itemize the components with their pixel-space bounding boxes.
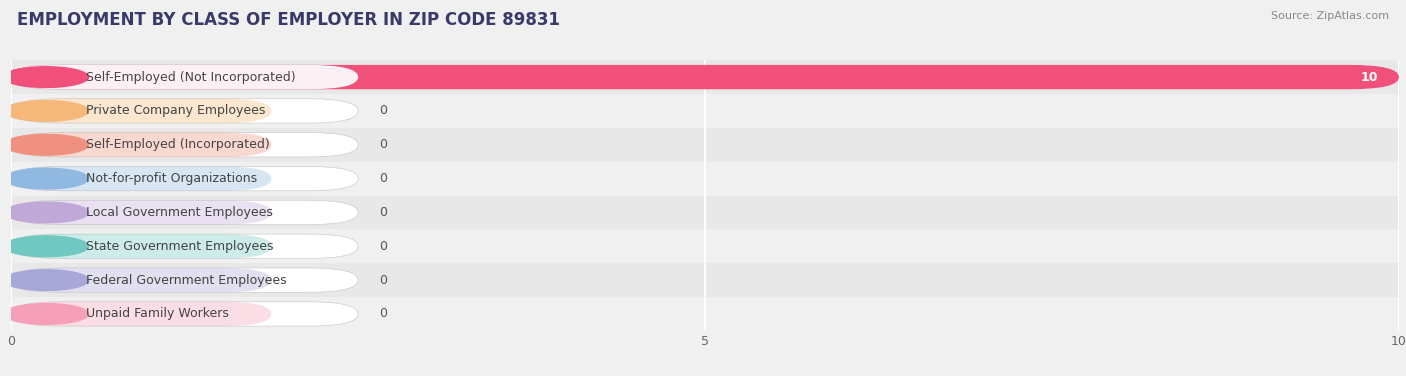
FancyBboxPatch shape: [11, 234, 359, 258]
Text: 0: 0: [380, 240, 387, 253]
Circle shape: [4, 270, 89, 291]
Text: Local Government Employees: Local Government Employees: [86, 206, 273, 219]
FancyBboxPatch shape: [11, 302, 271, 326]
Bar: [11, 229, 1399, 263]
Text: 0: 0: [380, 105, 387, 117]
Bar: [11, 94, 1399, 128]
Circle shape: [4, 100, 89, 121]
FancyBboxPatch shape: [11, 268, 359, 292]
Text: State Government Employees: State Government Employees: [86, 240, 274, 253]
FancyBboxPatch shape: [11, 234, 271, 258]
Text: 0: 0: [380, 172, 387, 185]
FancyBboxPatch shape: [11, 167, 359, 191]
Circle shape: [4, 168, 89, 189]
Bar: [11, 263, 1399, 297]
Text: 10: 10: [1361, 71, 1378, 83]
Text: Source: ZipAtlas.com: Source: ZipAtlas.com: [1271, 11, 1389, 21]
FancyBboxPatch shape: [11, 65, 359, 89]
FancyBboxPatch shape: [11, 302, 359, 326]
Text: Self-Employed (Not Incorporated): Self-Employed (Not Incorporated): [86, 71, 295, 83]
Bar: [11, 297, 1399, 331]
Circle shape: [4, 134, 89, 155]
Circle shape: [4, 67, 89, 88]
Bar: [11, 128, 1399, 162]
Bar: [11, 60, 1399, 94]
Text: 0: 0: [380, 274, 387, 287]
FancyBboxPatch shape: [11, 133, 271, 157]
FancyBboxPatch shape: [11, 200, 359, 224]
FancyBboxPatch shape: [11, 167, 271, 191]
Text: Private Company Employees: Private Company Employees: [86, 105, 266, 117]
Text: 0: 0: [380, 138, 387, 151]
Circle shape: [4, 202, 89, 223]
Text: Unpaid Family Workers: Unpaid Family Workers: [86, 308, 229, 320]
Text: Self-Employed (Incorporated): Self-Employed (Incorporated): [86, 138, 270, 151]
Text: EMPLOYMENT BY CLASS OF EMPLOYER IN ZIP CODE 89831: EMPLOYMENT BY CLASS OF EMPLOYER IN ZIP C…: [17, 11, 560, 29]
Text: Federal Government Employees: Federal Government Employees: [86, 274, 287, 287]
Circle shape: [4, 236, 89, 257]
Circle shape: [4, 303, 89, 324]
FancyBboxPatch shape: [11, 268, 271, 292]
Bar: [11, 162, 1399, 196]
Text: 0: 0: [380, 206, 387, 219]
FancyBboxPatch shape: [11, 99, 359, 123]
FancyBboxPatch shape: [11, 200, 271, 224]
FancyBboxPatch shape: [11, 65, 1399, 89]
Bar: [11, 196, 1399, 229]
Text: 0: 0: [380, 308, 387, 320]
FancyBboxPatch shape: [11, 99, 271, 123]
Text: Not-for-profit Organizations: Not-for-profit Organizations: [86, 172, 257, 185]
Circle shape: [4, 67, 89, 88]
FancyBboxPatch shape: [11, 65, 359, 89]
FancyBboxPatch shape: [11, 133, 359, 157]
